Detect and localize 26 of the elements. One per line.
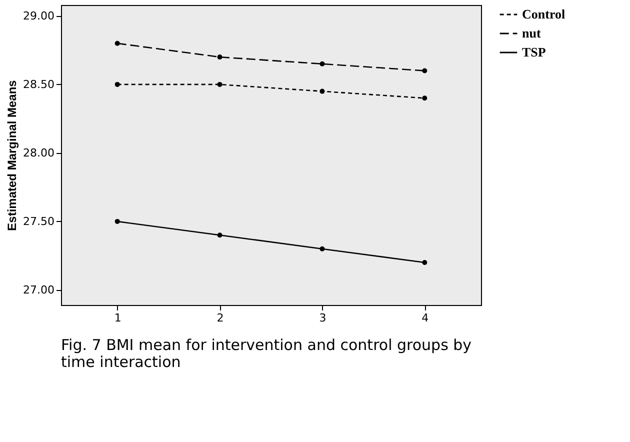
point bbox=[114, 82, 120, 87]
legend-label: TSP bbox=[522, 44, 546, 60]
x-tick-label: 3 bbox=[319, 312, 326, 324]
point bbox=[114, 40, 120, 46]
point bbox=[422, 68, 428, 74]
legend-label: nut bbox=[522, 26, 542, 40]
y-tick-label: 27.50 bbox=[23, 214, 54, 228]
x-tick-label: 4 bbox=[422, 312, 429, 324]
point bbox=[217, 82, 222, 87]
y-axis-title: Estimated Marginal Means bbox=[5, 80, 20, 231]
caption: Fig. 7 BMI mean for intervention and control groups by time interaction bbox=[61, 336, 472, 371]
point bbox=[320, 246, 325, 252]
y-tick-label: 28.00 bbox=[23, 146, 54, 160]
x-tick-label: 2 bbox=[216, 312, 224, 324]
point bbox=[114, 218, 120, 224]
point bbox=[320, 61, 325, 66]
y-tick-label: 27.00 bbox=[23, 283, 54, 296]
point bbox=[217, 54, 222, 60]
x-tick-label: 1 bbox=[114, 312, 122, 324]
point bbox=[320, 88, 325, 94]
point bbox=[217, 232, 222, 238]
y-tick-label: 29.00 bbox=[23, 9, 54, 22]
point bbox=[422, 260, 428, 266]
y-tick-label: 28.50 bbox=[23, 78, 54, 91]
point bbox=[422, 96, 428, 101]
legend-label: Control bbox=[522, 6, 566, 22]
